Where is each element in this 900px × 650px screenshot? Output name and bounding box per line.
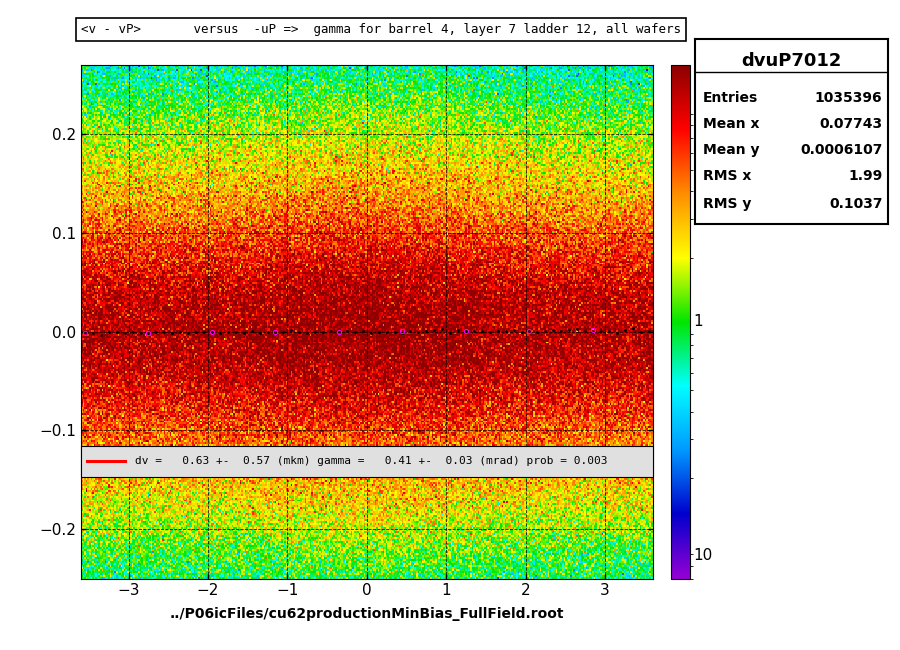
Text: dvuP7012: dvuP7012 — [742, 52, 842, 70]
Text: Mean y: Mean y — [703, 143, 759, 157]
Text: 10: 10 — [693, 81, 713, 96]
Text: dv =   0.63 +-  0.57 (mkm) gamma =   0.41 +-  0.03 (mrad) prob = 0.003: dv = 0.63 +- 0.57 (mkm) gamma = 0.41 +- … — [135, 456, 608, 467]
Text: <v - vP>       versus  -uP =>  gamma for barrel 4, layer 7 ladder 12, all wafers: <v - vP> versus -uP => gamma for barrel … — [81, 23, 681, 36]
Bar — [81, 446, 652, 477]
Text: Entries: Entries — [703, 91, 758, 105]
Text: 1.99: 1.99 — [848, 169, 883, 183]
X-axis label: ../P06icFiles/cu62productionMinBias_FullField.root: ../P06icFiles/cu62productionMinBias_Full… — [169, 606, 564, 621]
Text: RMS x: RMS x — [703, 169, 751, 183]
Text: 0.0006107: 0.0006107 — [800, 143, 883, 157]
Text: 0.1037: 0.1037 — [829, 197, 883, 211]
Text: 1035396: 1035396 — [814, 91, 883, 105]
Text: 0.07743: 0.07743 — [819, 117, 883, 131]
Text: 1: 1 — [693, 314, 703, 330]
Text: Mean x: Mean x — [703, 117, 759, 131]
Text: 10: 10 — [693, 548, 713, 563]
Text: RMS y: RMS y — [703, 197, 751, 211]
